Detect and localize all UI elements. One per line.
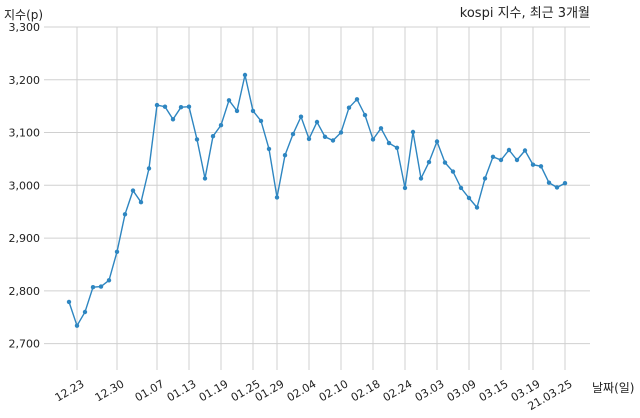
- data-point: [202, 176, 208, 181]
- data-point: [122, 212, 128, 217]
- data-point: [170, 117, 176, 122]
- data-point: [114, 249, 120, 254]
- data-point: [530, 162, 536, 167]
- chart-title: kospi 지수, 최근 3개월: [460, 6, 590, 21]
- data-point: [250, 108, 256, 114]
- data-point: [130, 188, 136, 193]
- data-point: [458, 185, 464, 191]
- y-tick-label: 2,800: [9, 285, 41, 298]
- x-tick-label: 02.10: [317, 377, 351, 404]
- x-tick-label: 02.04: [285, 377, 319, 404]
- data-point: [74, 323, 80, 328]
- data-point: [338, 130, 344, 135]
- data-point: [362, 112, 368, 118]
- data-point: [450, 169, 456, 174]
- data-point: [378, 126, 384, 131]
- data-point: [418, 176, 424, 181]
- x-tick-label: 03.09: [445, 377, 479, 404]
- series-markers: [66, 72, 568, 328]
- data-point: [306, 136, 312, 142]
- y-tick-label: 3,300: [9, 21, 41, 34]
- data-point: [178, 105, 184, 110]
- x-tick-label: 01.07: [133, 377, 167, 404]
- data-point: [546, 180, 552, 185]
- data-point: [298, 114, 304, 119]
- data-point: [138, 200, 144, 205]
- data-point: [410, 129, 416, 135]
- data-point: [154, 102, 160, 108]
- data-point: [370, 137, 376, 142]
- data-point: [434, 139, 440, 144]
- data-point: [354, 97, 360, 102]
- y-tick-label: 3,000: [9, 179, 41, 192]
- data-point: [186, 104, 192, 109]
- data-point: [106, 278, 112, 283]
- y-tick-label: 2,700: [9, 338, 41, 351]
- data-point: [482, 176, 488, 181]
- x-axis-title: 날짜(일): [592, 381, 634, 395]
- data-point: [386, 140, 392, 146]
- y-axis: 2,700 2,800 2,900 3,000 3,100 3,200 3,300: [9, 21, 41, 351]
- data-point: [226, 98, 232, 103]
- data-point: [538, 164, 544, 169]
- data-point: [290, 131, 296, 137]
- data-point: [90, 285, 96, 290]
- x-tick-label: 02.18: [349, 377, 383, 404]
- data-point: [506, 147, 512, 153]
- data-point: [346, 105, 352, 110]
- x-tick-label: 03.03: [413, 377, 447, 404]
- data-point: [514, 157, 520, 163]
- data-point: [194, 137, 200, 142]
- data-point: [562, 181, 568, 186]
- data-point: [442, 160, 448, 165]
- data-point: [274, 195, 280, 200]
- data-point: [314, 119, 320, 125]
- data-point: [98, 284, 104, 289]
- x-axis: 12.23 12.30 01.0701.1301.1901.2501.2902.04…: [53, 377, 575, 413]
- y-tick-label: 2,900: [9, 232, 41, 245]
- data-point: [426, 159, 432, 165]
- data-point: [554, 185, 560, 190]
- grid: [44, 26, 590, 370]
- data-point: [330, 138, 336, 143]
- data-point: [218, 123, 224, 128]
- series-line: [68, 74, 566, 328]
- data-point: [474, 205, 480, 210]
- data-point: [234, 108, 240, 114]
- x-tick-label: 12.30: [93, 377, 127, 404]
- y-tick-label: 3,100: [9, 127, 41, 140]
- data-point: [466, 195, 472, 201]
- data-point: [490, 154, 496, 159]
- y-axis-title: 지수(p): [4, 8, 43, 22]
- data-point: [242, 72, 248, 78]
- data-point: [522, 148, 528, 153]
- data-point: [498, 157, 504, 163]
- data-point: [210, 134, 216, 139]
- x-tick-label: 02.24: [381, 377, 415, 404]
- data-point: [282, 153, 288, 158]
- data-point: [146, 166, 152, 171]
- data-point: [258, 118, 264, 124]
- data-point: [402, 185, 408, 191]
- data-point: [66, 299, 72, 305]
- y-tick-label: 3,200: [9, 74, 41, 87]
- x-tick-label: 01.13: [165, 377, 199, 404]
- data-point: [394, 145, 400, 150]
- x-tick-label: 12.23: [53, 377, 87, 404]
- x-tick-label: 01.19: [197, 377, 231, 404]
- data-point: [162, 104, 168, 109]
- x-tick-label: 03.15: [477, 377, 511, 404]
- data-point: [82, 309, 88, 315]
- data-point: [322, 134, 328, 139]
- data-point: [266, 146, 272, 152]
